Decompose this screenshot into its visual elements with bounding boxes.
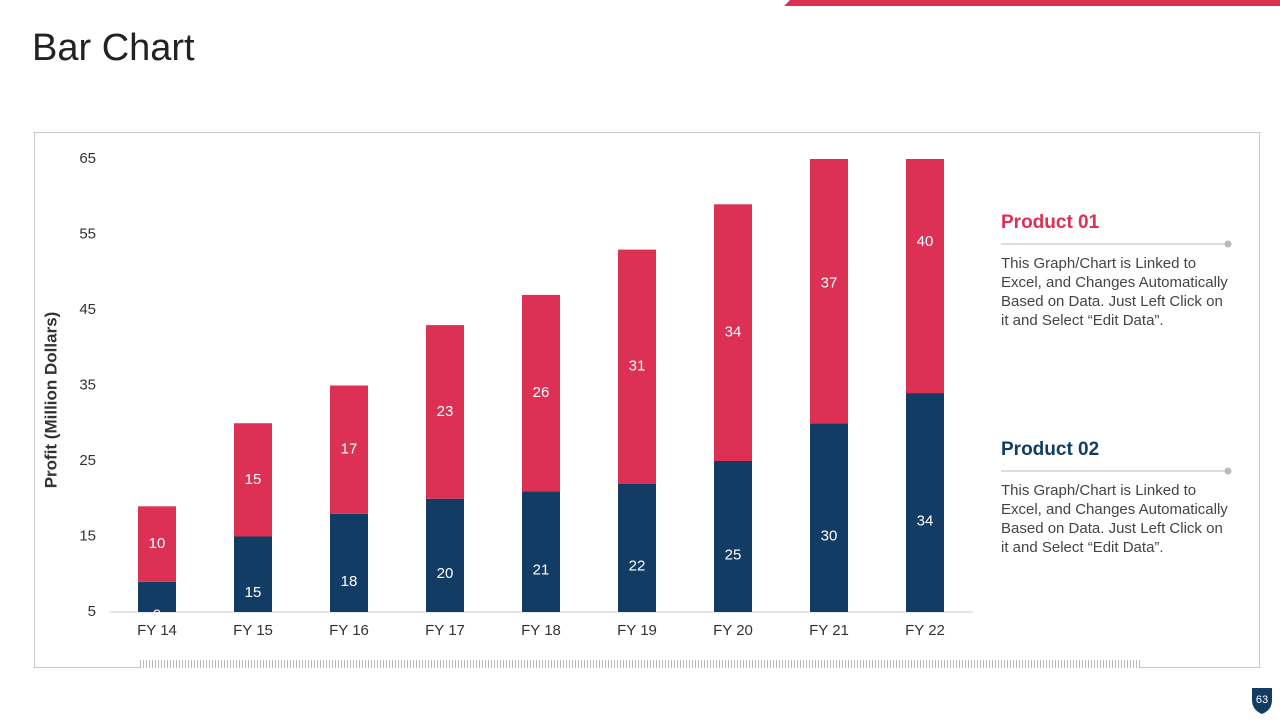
bar-segment bbox=[234, 423, 272, 537]
bar-segment bbox=[426, 498, 464, 612]
x-tick-label: FY 20 bbox=[713, 622, 753, 639]
bar-segment bbox=[714, 204, 752, 462]
legend-dot bbox=[1224, 467, 1232, 475]
bar-segment bbox=[234, 536, 272, 612]
legend-description: This Graph/Chart is Linked to Excel, and… bbox=[1001, 482, 1228, 556]
value-label: 26 bbox=[533, 384, 550, 401]
value-label: 40 bbox=[917, 233, 934, 250]
x-tick-label: FY 18 bbox=[521, 622, 561, 639]
value-label: 37 bbox=[821, 275, 838, 292]
x-tick-label: FY 15 bbox=[233, 622, 273, 639]
y-tick-label: 45 bbox=[79, 301, 96, 318]
frame-gap bbox=[140, 660, 1140, 669]
page-badge bbox=[1252, 688, 1272, 714]
bar-segment bbox=[330, 385, 368, 514]
top-accent bbox=[784, 0, 1280, 6]
value-label: 22 bbox=[629, 558, 646, 575]
x-tick-label: FY 17 bbox=[425, 622, 465, 639]
y-tick-label: 55 bbox=[79, 225, 96, 242]
bar-segment bbox=[426, 325, 464, 499]
bar-segment bbox=[810, 159, 848, 424]
bar-segment bbox=[138, 506, 176, 582]
y-tick-label: 35 bbox=[79, 376, 96, 393]
y-tick-label: 65 bbox=[79, 150, 96, 167]
slide-title: Bar Chart bbox=[32, 27, 195, 69]
bar-segment bbox=[522, 491, 560, 612]
legend-title: Product 01 bbox=[1001, 212, 1100, 233]
value-label: 34 bbox=[917, 512, 934, 529]
value-label: 10 bbox=[149, 535, 166, 552]
value-label: 15 bbox=[245, 584, 262, 601]
value-label: 34 bbox=[725, 324, 742, 341]
y-tick-label: 25 bbox=[79, 452, 96, 469]
value-label: 30 bbox=[821, 527, 838, 544]
value-label: 18 bbox=[341, 573, 358, 590]
y-axis-label: Profit (Million Dollars) bbox=[41, 312, 60, 489]
bar-segment bbox=[810, 423, 848, 612]
value-label: 31 bbox=[629, 358, 646, 375]
bar-segment bbox=[138, 581, 176, 612]
x-tick-label: FY 21 bbox=[809, 622, 849, 639]
x-tick-label: FY 16 bbox=[329, 622, 369, 639]
bar-segment bbox=[618, 249, 656, 484]
value-label: 17 bbox=[341, 441, 358, 458]
bar-segment bbox=[906, 393, 944, 612]
x-tick-label: FY 14 bbox=[137, 622, 177, 639]
value-label: 20 bbox=[437, 565, 454, 582]
x-tick-label: FY 22 bbox=[905, 622, 945, 639]
y-tick-label: 5 bbox=[88, 603, 96, 620]
legend-title: Product 02 bbox=[1001, 439, 1100, 460]
x-tick-label: FY 19 bbox=[617, 622, 657, 639]
value-label: 15 bbox=[245, 471, 262, 488]
bars bbox=[138, 159, 944, 612]
bar-segment bbox=[522, 294, 560, 492]
page-number: 63 bbox=[1256, 694, 1268, 706]
value-label: 9 bbox=[153, 607, 161, 624]
value-label: 21 bbox=[533, 561, 550, 578]
legend-description: This Graph/Chart is Linked to Excel, and… bbox=[1001, 255, 1228, 329]
value-label: 23 bbox=[437, 403, 454, 420]
y-tick-label: 15 bbox=[79, 527, 96, 544]
legend-dot bbox=[1224, 240, 1232, 248]
bar-segment bbox=[906, 159, 944, 394]
value-label: 25 bbox=[725, 546, 742, 563]
bar-segment bbox=[330, 513, 368, 612]
bar-segment bbox=[618, 483, 656, 612]
bar-segment bbox=[714, 461, 752, 612]
